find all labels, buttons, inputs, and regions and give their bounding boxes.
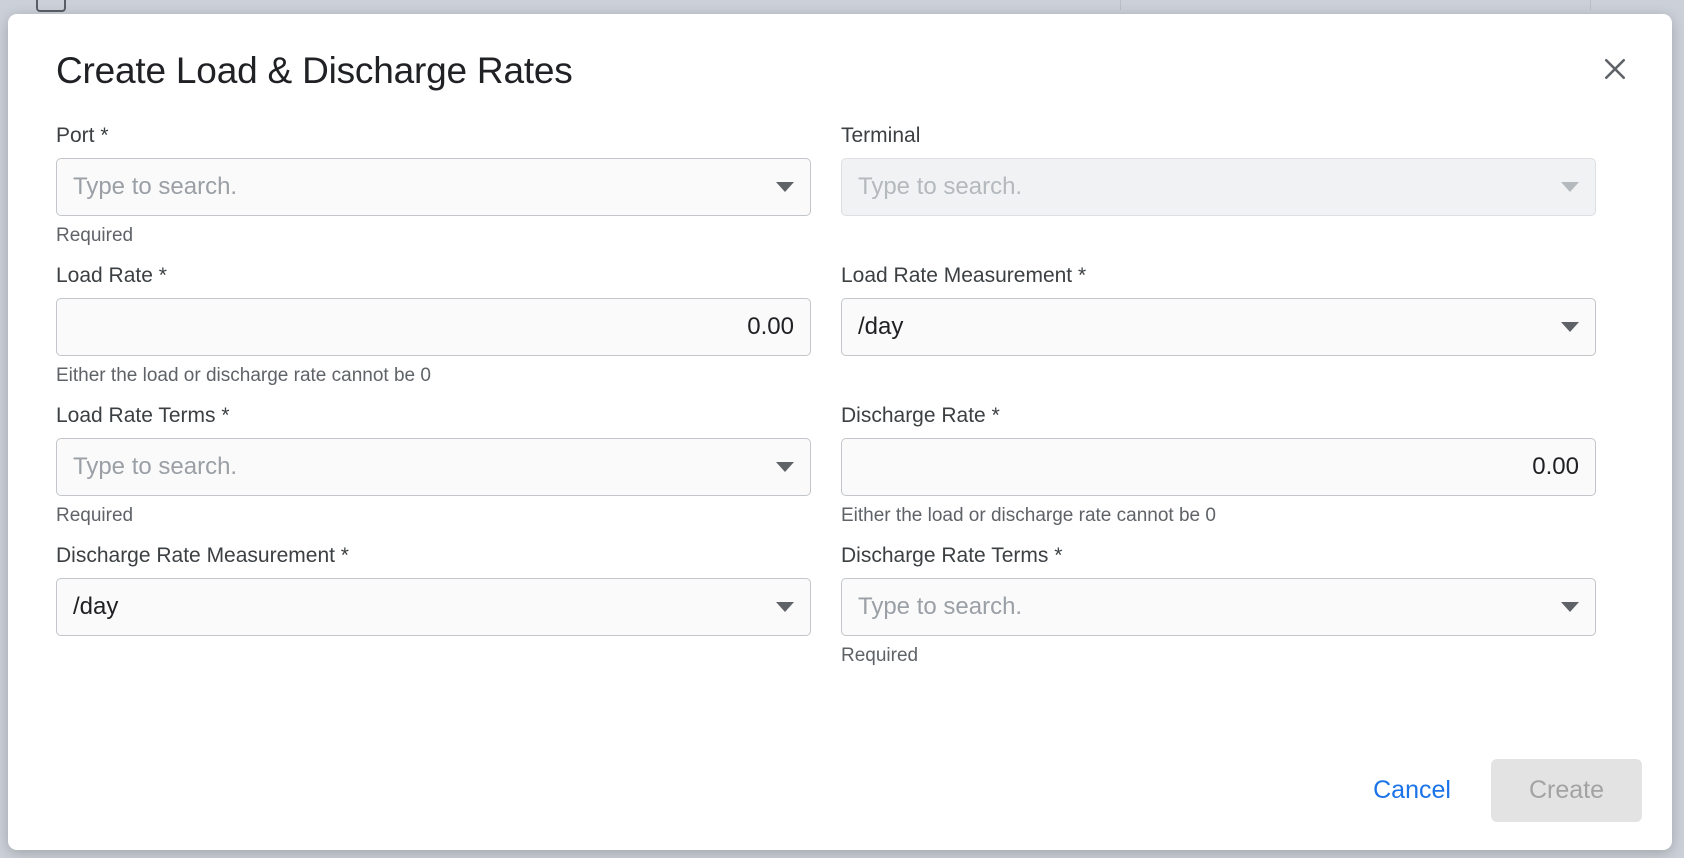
field-discharge-rate-terms: Discharge Rate Terms * Type to search. R… (841, 544, 1596, 684)
discharge-rate-terms-placeholder: Type to search. (858, 593, 1023, 620)
field-load-rate: Load Rate * 0.00 Either the load or disc… (56, 264, 811, 404)
discharge-rate-terms-helper-text: Required (841, 645, 919, 666)
load-rate-value: 0.00 (747, 313, 794, 340)
discharge-rate-measurement-select[interactable]: /day (56, 578, 811, 636)
discharge-rate-measurement-value: /day (73, 593, 119, 620)
terminal-placeholder: Type to search. (858, 173, 1023, 200)
chevron-down-icon (1561, 602, 1579, 612)
field-discharge-rate: Discharge Rate * 0.00 Either the load or… (841, 404, 1596, 544)
cancel-button[interactable]: Cancel (1351, 764, 1473, 817)
load-rate-terms-helper-text: Required (56, 505, 134, 526)
discharge-rate-input[interactable]: 0.00 (841, 438, 1596, 496)
field-label-load-rate: Load Rate * (56, 264, 167, 287)
discharge-rate-terms-select[interactable]: Type to search. (841, 578, 1596, 636)
load-rate-measurement-value: /day (858, 313, 904, 340)
load-rate-terms-placeholder: Type to search. (73, 453, 238, 480)
field-load-rate-measurement: Load Rate Measurement * /day (841, 264, 1596, 404)
field-discharge-rate-measurement: Discharge Rate Measurement * /day (56, 544, 811, 684)
field-load-rate-terms: Load Rate Terms * Type to search. Requir… (56, 404, 811, 544)
field-terminal: Terminal Type to search. (841, 124, 1596, 264)
field-label-discharge-rate-measurement: Discharge Rate Measurement * (56, 544, 349, 567)
load-rate-measurement-select[interactable]: /day (841, 298, 1596, 356)
create-load-discharge-rates-dialog: Create Load & Discharge Rates Port * Typ… (8, 14, 1672, 850)
chevron-down-icon (776, 182, 794, 192)
discharge-rate-helper-text: Either the load or discharge rate cannot… (841, 505, 1216, 526)
field-label-port: Port * (56, 124, 109, 147)
chevron-down-icon (1561, 182, 1579, 192)
background-divider-2 (1590, 0, 1591, 10)
chevron-down-icon (776, 602, 794, 612)
chevron-down-icon (776, 462, 794, 472)
terminal-select: Type to search. (841, 158, 1596, 216)
dialog-footer: Cancel Create (1351, 759, 1642, 822)
field-label-discharge-rate: Discharge Rate * (841, 404, 1000, 427)
close-button[interactable] (1592, 46, 1638, 92)
load-rate-helper-text: Either the load or discharge rate cannot… (56, 365, 431, 386)
field-label-discharge-rate-terms: Discharge Rate Terms * (841, 544, 1063, 567)
discharge-rate-value: 0.00 (1532, 453, 1579, 480)
load-rate-terms-select[interactable]: Type to search. (56, 438, 811, 496)
background-window-icon (36, 0, 66, 12)
dialog-header: Create Load & Discharge Rates (8, 14, 1672, 118)
port-helper-text: Required (56, 225, 134, 246)
rates-form: Port * Type to search. Required Terminal… (56, 124, 1626, 684)
port-select[interactable]: Type to search. (56, 158, 811, 216)
close-icon (1600, 54, 1630, 84)
load-rate-input[interactable]: 0.00 (56, 298, 811, 356)
chevron-down-icon (1561, 322, 1579, 332)
field-port: Port * Type to search. Required (56, 124, 811, 264)
page-title: Create Load & Discharge Rates (56, 50, 573, 91)
background-divider-1 (1120, 0, 1121, 10)
field-label-terminal: Terminal (841, 124, 921, 147)
field-label-load-rate-measurement: Load Rate Measurement * (841, 264, 1087, 287)
field-label-load-rate-terms: Load Rate Terms * (56, 404, 230, 427)
create-button[interactable]: Create (1490, 759, 1642, 822)
port-placeholder: Type to search. (73, 173, 238, 200)
